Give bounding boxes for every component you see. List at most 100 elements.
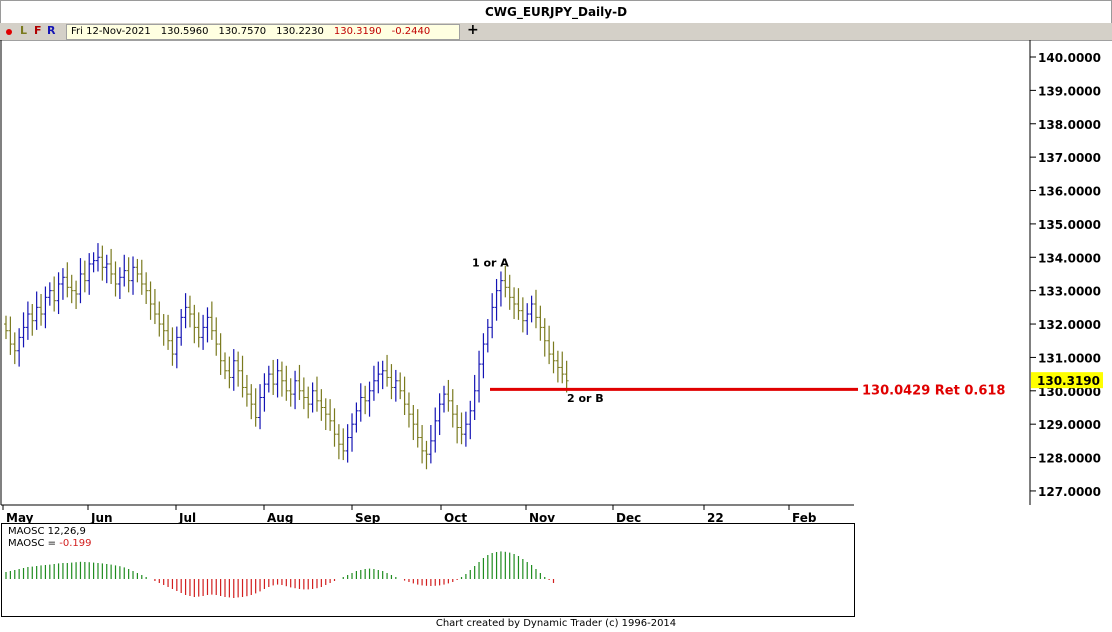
ohlc-bar	[385, 354, 390, 387]
ohlc-bar	[350, 413, 355, 452]
y-tick-label: 139.0000	[1038, 84, 1101, 98]
y-tick-label: 132.0000	[1038, 318, 1101, 332]
ohlc-bar	[538, 305, 543, 341]
toolbar-button-f[interactable]: F	[34, 24, 42, 37]
y-tick-label: 133.0000	[1038, 285, 1101, 299]
price-chart[interactable]: 140.0000 139.0000 138.0000 137.0000 136.0000…	[0, 40, 1112, 523]
ohlc-bar	[244, 374, 249, 407]
retracement-label: 130.0429 Ret 0.618	[862, 383, 1005, 398]
ohlc-bar	[87, 253, 92, 295]
maosc-histogram[interactable]	[0, 523, 856, 617]
ohlc-bar	[529, 295, 534, 323]
x-tick-label: Nov	[529, 511, 555, 523]
ohlc-bar	[109, 248, 114, 284]
ohlc-bar	[494, 278, 499, 321]
ohlc-bar	[503, 265, 508, 298]
y-tick-label: 131.0000	[1038, 351, 1101, 365]
ohlc-bar	[100, 245, 105, 281]
ohlc-bar	[47, 282, 52, 306]
last-price-marker	[1031, 372, 1103, 389]
ohlc-bar	[236, 351, 241, 387]
ohlc-bar	[398, 372, 403, 400]
ohlc-bar	[328, 399, 333, 431]
ohlc-bar	[525, 303, 530, 335]
ohlc-bar	[43, 286, 48, 329]
ohlc-bar	[227, 356, 232, 389]
ohlc-bar	[279, 361, 284, 397]
ohlc-bar	[30, 304, 35, 336]
info-change: -0.2440	[391, 26, 431, 37]
indicator-value-label: MAOSC =	[8, 538, 60, 549]
ohlc-bar	[174, 326, 179, 369]
add-plus-icon[interactable]: +	[467, 22, 479, 38]
ohlc-bar	[8, 316, 13, 355]
ohlc-bar	[306, 386, 311, 419]
toolbar-button-l[interactable]: L	[20, 24, 28, 37]
ohlc-bar	[293, 370, 298, 410]
x-tick-label: Oct	[444, 511, 467, 523]
ohlc-bar	[148, 281, 153, 320]
indicator-value-number: -0.199	[59, 538, 92, 549]
ohlc-bar	[223, 352, 227, 380]
ohlc-bar	[122, 254, 127, 287]
ohlc-bar	[52, 276, 57, 312]
x-tick-label: May	[6, 511, 34, 523]
toolbar-button-r[interactable]: R	[47, 24, 56, 37]
ohlc-bar	[82, 260, 87, 293]
ohlc-bar	[34, 291, 39, 330]
y-tick-label: 127.0000	[1038, 485, 1101, 499]
x-tick-label: Sep	[355, 511, 381, 523]
ohlc-bar	[113, 261, 118, 297]
ohlc-bar	[12, 332, 17, 365]
y-tick-label: 136.0000	[1038, 185, 1101, 199]
ohlc-bar	[218, 333, 223, 375]
ohlc-bar	[455, 404, 460, 444]
ohlc-bar	[104, 254, 109, 284]
ohlc-bar	[170, 327, 175, 366]
x-tick-label: Jul	[178, 511, 196, 523]
ohlc-bar	[91, 252, 96, 273]
ohlc-bar	[152, 288, 157, 325]
y-tick-label: 130.0000	[1038, 385, 1101, 399]
ohlc-bar	[4, 315, 8, 340]
ohlc-bar	[380, 360, 385, 390]
ohlc-bar	[201, 314, 206, 350]
ohlc-bar	[205, 307, 210, 343]
indicator-title: MAOSC 12,26,9	[8, 526, 86, 537]
footer-credit: Chart created by Dynamic Trader (c) 1996…	[435, 618, 677, 629]
ohlc-bar	[367, 381, 372, 417]
ohlc-bar	[157, 301, 162, 337]
x-tick-label: Aug	[267, 511, 293, 523]
ohlc-bar	[415, 409, 420, 448]
x-tick-label: 22	[707, 511, 724, 523]
record-dot-icon[interactable]	[6, 29, 12, 35]
ohlc-bar	[60, 268, 65, 300]
ohlc-bar	[442, 385, 446, 413]
ohlc-bar	[17, 328, 22, 367]
ohlc-bar	[402, 376, 407, 416]
info-low: 130.2230	[276, 26, 324, 37]
ohlc-bar	[468, 400, 473, 440]
ohlc-bar	[433, 407, 438, 453]
ohlc-bar	[507, 274, 512, 310]
y-tick-label: 140.0000	[1038, 51, 1101, 65]
ohlc-bar	[411, 404, 416, 441]
ohlc-bar	[490, 293, 495, 339]
ohlc-bar	[446, 379, 451, 412]
ohlc-bar	[262, 373, 267, 412]
ohlc-bar	[39, 293, 44, 326]
ohlc-bar	[131, 256, 136, 295]
y-tick-label: 129.0000	[1038, 418, 1101, 432]
wave-label-2-or-b: 2 or B	[567, 392, 604, 405]
ohlc-bar	[249, 384, 254, 420]
ohlc-bar	[345, 424, 350, 463]
info-open: 130.5960	[160, 26, 209, 37]
ohlc-bar	[179, 309, 184, 346]
ohlc-bar	[21, 312, 26, 348]
ohlc-bar	[25, 301, 30, 340]
ohlc-bar	[551, 341, 556, 374]
ohlc-bar	[209, 301, 214, 340]
ohlc-bar	[301, 377, 306, 410]
ohlc-bar	[332, 408, 337, 447]
y-tick-label: 128.0000	[1038, 452, 1101, 466]
